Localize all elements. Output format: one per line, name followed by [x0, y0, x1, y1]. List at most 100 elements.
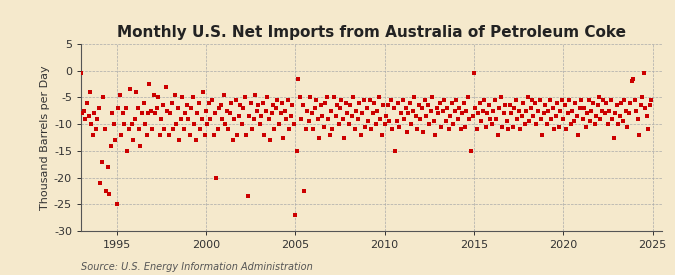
Point: [286, 114, 296, 118]
Point: [178, 127, 189, 132]
Point: [151, 106, 162, 110]
Point: [194, 127, 205, 132]
Point: [482, 111, 493, 116]
Point: [635, 103, 646, 108]
Point: [586, 109, 597, 113]
Point: [119, 122, 130, 126]
Point: [263, 117, 274, 121]
Point: [441, 106, 452, 110]
Point: [443, 127, 454, 132]
Point: [235, 103, 246, 108]
Point: [558, 117, 568, 121]
Point: [466, 149, 477, 153]
Point: [585, 119, 595, 124]
Point: [416, 106, 427, 110]
Point: [208, 133, 219, 137]
Point: [309, 106, 320, 110]
Point: [128, 138, 138, 142]
Point: [394, 125, 405, 129]
Point: [180, 111, 190, 116]
Point: [372, 109, 383, 113]
Point: [331, 103, 342, 108]
Point: [254, 122, 265, 126]
Point: [383, 119, 394, 124]
Point: [101, 189, 112, 193]
Point: [363, 119, 374, 124]
Point: [308, 127, 319, 132]
Point: [245, 101, 256, 105]
Point: [578, 106, 589, 110]
Point: [460, 125, 470, 129]
Point: [327, 127, 338, 132]
Point: [279, 109, 290, 113]
Point: [500, 103, 510, 108]
Point: [567, 109, 578, 113]
Point: [196, 117, 207, 121]
Point: [448, 122, 458, 126]
Point: [520, 109, 531, 113]
Point: [78, 109, 89, 113]
Point: [165, 111, 176, 116]
Point: [504, 103, 515, 108]
Point: [616, 101, 626, 105]
Point: [556, 98, 567, 102]
Point: [92, 117, 103, 121]
Point: [172, 106, 183, 110]
Point: [455, 127, 466, 132]
Point: [392, 119, 402, 124]
Point: [464, 117, 475, 121]
Point: [629, 98, 640, 102]
Point: [414, 103, 425, 108]
Point: [498, 111, 509, 116]
Point: [226, 101, 237, 105]
Point: [393, 101, 404, 105]
Point: [431, 106, 442, 110]
Point: [643, 127, 653, 132]
Point: [317, 114, 327, 118]
Point: [177, 95, 188, 100]
Point: [618, 119, 628, 124]
Point: [406, 122, 417, 126]
Point: [116, 133, 127, 137]
Point: [644, 103, 655, 108]
Point: [357, 111, 368, 116]
Point: [433, 111, 443, 116]
Point: [494, 106, 505, 110]
Point: [329, 95, 340, 100]
Point: [105, 143, 116, 148]
Point: [487, 122, 497, 126]
Point: [608, 135, 619, 140]
Point: [224, 111, 235, 116]
Point: [82, 101, 92, 105]
Point: [497, 125, 508, 129]
Point: [107, 111, 117, 116]
Point: [566, 122, 576, 126]
Point: [242, 194, 253, 199]
Point: [601, 101, 612, 105]
Point: [202, 122, 213, 126]
Point: [129, 117, 140, 121]
Point: [533, 109, 543, 113]
Point: [495, 95, 506, 100]
Point: [467, 114, 478, 118]
Point: [369, 101, 379, 105]
Point: [402, 130, 412, 134]
Point: [554, 125, 564, 129]
Point: [597, 109, 608, 113]
Point: [183, 117, 194, 121]
Point: [404, 101, 415, 105]
Point: [348, 95, 359, 100]
Point: [299, 189, 310, 193]
Point: [95, 181, 106, 185]
Point: [568, 119, 579, 124]
Point: [439, 98, 450, 102]
Point: [227, 138, 238, 142]
Point: [522, 95, 533, 100]
Point: [506, 111, 516, 116]
Point: [336, 98, 347, 102]
Point: [526, 98, 537, 102]
Point: [266, 111, 277, 116]
Point: [104, 191, 115, 196]
Point: [113, 106, 124, 110]
Point: [83, 114, 94, 118]
